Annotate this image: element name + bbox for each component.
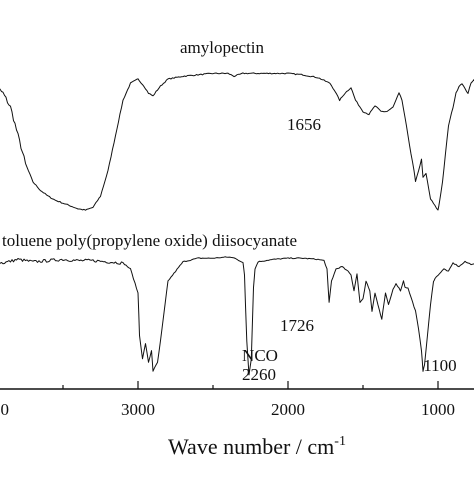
x-tick-label-3000: 3000 xyxy=(121,400,155,419)
x-tick-label-1000: 1000 xyxy=(421,400,455,419)
annotation-nco: NCO xyxy=(242,346,278,365)
series-label-toluene-ppo-diisocyanate: toluene poly(propylene oxide) diisocyana… xyxy=(2,231,297,250)
x-axis-title-superscript: -1 xyxy=(334,434,346,449)
amylopectin-spectrum-line xyxy=(0,72,474,211)
x-tick-label-4000: 4000 xyxy=(0,400,9,419)
x-tick-label-2000: 2000 xyxy=(271,400,305,419)
annotation-1100: 1100 xyxy=(423,356,456,375)
annotation-2260: 2260 xyxy=(242,365,276,384)
annotation-1726: 1726 xyxy=(280,316,314,335)
x-axis-title-main: Wave number / cm xyxy=(168,434,334,459)
x-axis-ticks xyxy=(62,381,439,389)
series-label-amylopectin: amylopectin xyxy=(180,38,265,57)
x-axis-title: Wave number / cm-1 xyxy=(168,434,346,459)
diisocyanate-spectrum-line xyxy=(0,256,474,376)
annotation-1656: 1656 xyxy=(287,115,321,134)
spectrum-traces xyxy=(0,72,474,376)
